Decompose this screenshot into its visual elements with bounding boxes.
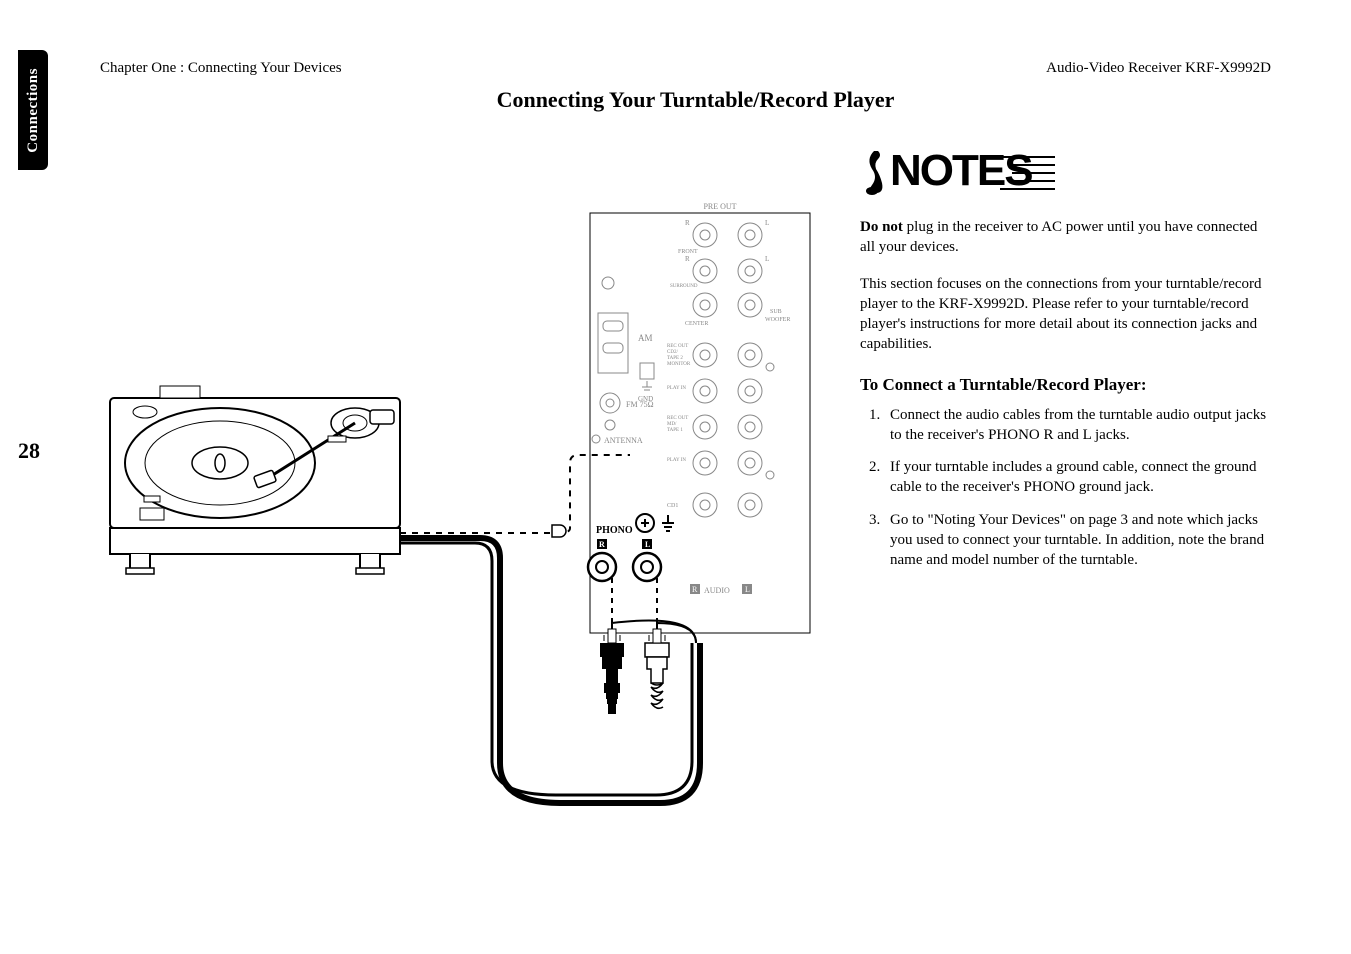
page-title: Connecting Your Turntable/Record Player	[0, 87, 1291, 113]
notes-text: NOTES	[890, 146, 1032, 195]
label-audio-r: R	[692, 585, 698, 594]
label-phono: PHONO	[596, 525, 633, 536]
label-playin1: PLAY IN	[667, 386, 686, 391]
text-column: NOTES Do not plug in the receiver to AC …	[840, 143, 1270, 823]
side-tab-label: Connections	[25, 68, 42, 153]
label-preout: PRE OUT	[703, 202, 736, 211]
label-cd2: CD2/	[667, 350, 678, 355]
label-recout1: REC OUT	[667, 344, 688, 349]
label-audio-l: L	[745, 585, 750, 594]
product-label: Audio-Video Receiver KRF-X9992D	[1046, 60, 1271, 77]
notes-logo: NOTES	[860, 143, 1270, 199]
label-surround: SURROUND	[670, 284, 698, 289]
step-3: Go to "Noting Your Devices" on page 3 an…	[884, 510, 1270, 571]
label-monitor: MONITOR	[667, 362, 691, 367]
warning-rest: plug in the receiver to AC power until y…	[860, 219, 1257, 255]
label-tape1: TAPE 1	[667, 428, 683, 433]
label-r2: R	[685, 255, 690, 263]
label-recout2: REC OUT	[667, 416, 688, 421]
diagram-svg: PRE OUT R L FRONT R L SURROU	[100, 143, 840, 823]
intro-para: This section focuses on the connections …	[860, 274, 1270, 355]
warning-para: Do not plug in the receiver to AC power …	[860, 217, 1270, 258]
label-sub: SUB	[770, 309, 782, 315]
label-phono-r: R	[599, 540, 605, 549]
label-phono-l: L	[645, 540, 650, 549]
label-cd1: CD1	[667, 503, 678, 509]
side-tab: Connections	[18, 50, 48, 170]
label-woofer: WOOFER	[765, 317, 790, 323]
step-1: Connect the audio cables from the turnta…	[884, 405, 1270, 446]
turntable	[110, 386, 400, 574]
label-antenna: ANTENNA	[604, 436, 643, 445]
label-am: AM	[638, 333, 653, 343]
label-fm: FM 75Ω	[626, 400, 654, 409]
label-l1: L	[765, 219, 769, 227]
step-2: If your turntable includes a ground cabl…	[884, 457, 1270, 498]
rca-plug-r	[600, 629, 624, 714]
header-row: Chapter One : Connecting Your Devices Au…	[0, 60, 1291, 77]
procedure-heading: To Connect a Turntable/Record Player:	[860, 375, 1270, 395]
label-center: CENTER	[685, 321, 708, 327]
label-audio: AUDIO	[704, 586, 730, 595]
receiver-panel: PRE OUT R L FRONT R L SURROU	[588, 202, 810, 633]
procedure-steps: Connect the audio cables from the turnta…	[860, 405, 1270, 571]
label-l2: L	[765, 255, 769, 263]
audio-label-row: R AUDIO L	[690, 584, 752, 595]
label-md: MD/	[667, 422, 677, 427]
label-tape2: TAPE 2	[667, 356, 683, 361]
rca-plug-l	[645, 629, 669, 708]
label-playin2: PLAY IN	[667, 458, 686, 463]
label-r1: R	[685, 219, 690, 227]
chapter-label: Chapter One : Connecting Your Devices	[100, 60, 342, 77]
page-number: 28	[18, 438, 40, 464]
connection-diagram: PRE OUT R L FRONT R L SURROU	[100, 143, 840, 823]
warning-bold: Do not	[860, 219, 903, 235]
